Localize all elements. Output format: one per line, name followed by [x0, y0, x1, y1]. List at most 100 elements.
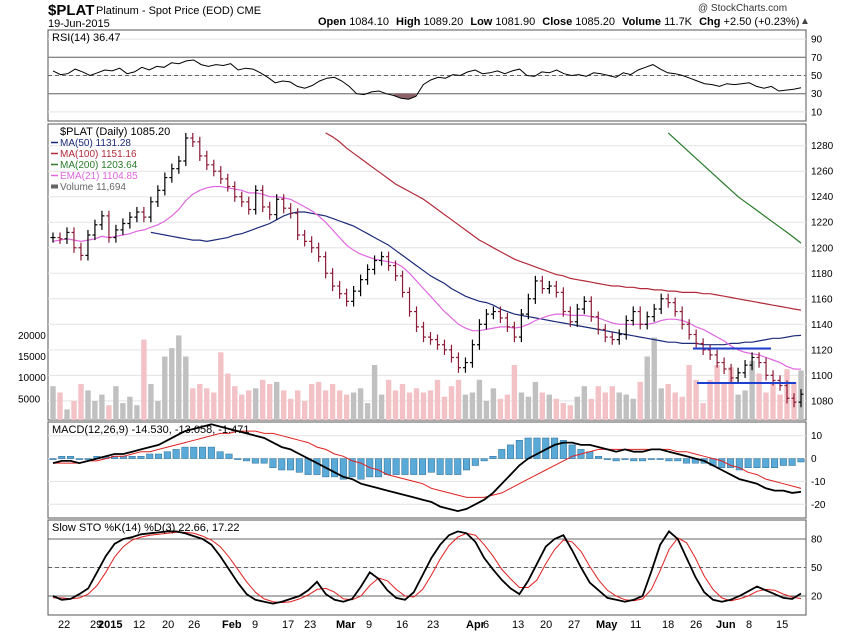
volume-bar [232, 386, 238, 420]
volume-bar [322, 390, 329, 420]
lower-date-label: 11 [630, 619, 641, 631]
price-axis-tick-label: 1260 [811, 167, 834, 178]
macd-histogram-bar [559, 440, 567, 459]
volume-bar [113, 386, 119, 420]
macd-histogram-bar [172, 449, 180, 459]
lower-date-label: 23 [304, 619, 316, 631]
macd-signal-line [53, 430, 802, 498]
macd-histogram-bar [603, 458, 611, 460]
volume-bar [476, 379, 483, 420]
price-axis-tick-label: 1180 [811, 269, 833, 280]
macd-line [52, 423, 802, 513]
macd-histogram-bar [410, 458, 418, 475]
volume-bar [672, 392, 678, 420]
volume-bar [106, 405, 112, 420]
lower-date-label: Feb [222, 619, 242, 631]
macd-histogram-bar [278, 458, 286, 471]
volume-bar [602, 392, 608, 420]
volume-bar [567, 405, 573, 420]
rsi-oversold-fill [393, 93, 416, 100]
macd-histogram-bar [383, 458, 391, 475]
macd-histogram-bar [630, 458, 638, 462]
macd-histogram-bar [190, 446, 198, 459]
lower-date-label: 16 [396, 619, 408, 631]
volume-bar [176, 335, 182, 420]
volume-bar [190, 388, 196, 420]
macd-histogram-bar [480, 458, 488, 462]
macd-histogram-bar [348, 458, 356, 478]
macd-histogram-bar [339, 458, 347, 480]
volume-bar [483, 401, 490, 420]
price-legend-item: $PLAT (Daily) 1085.20 [60, 126, 170, 138]
price-legend-item: MA(200) 1203.64 [60, 160, 138, 171]
ema21-line [52, 185, 802, 370]
price-axis-tick-label: 1100 [811, 371, 833, 382]
volume-bar [99, 394, 105, 420]
price-axis-tick-label: 1140 [811, 320, 833, 331]
lower-date-label: 2015 [98, 619, 122, 631]
macd-histogram-bar [639, 458, 647, 462]
lower-date-label: 12 [133, 619, 145, 631]
volume-bar [155, 401, 161, 420]
lower-date-label: 29 [90, 619, 102, 631]
volume-bar [777, 394, 783, 420]
volume-bar [525, 396, 532, 420]
high-value: 1089.20 [423, 16, 464, 28]
volume-bar [763, 392, 769, 420]
macd-histogram-bar [331, 458, 339, 478]
volume-bar [64, 409, 70, 420]
volume-bar [148, 384, 154, 420]
volume-bar [637, 381, 643, 420]
volume-bar [364, 403, 371, 420]
volume-bar [246, 390, 252, 420]
lower-date-label: May [596, 619, 618, 631]
volume-bar [434, 379, 441, 420]
volume-bar [462, 394, 469, 420]
rsi-axis-tick-label: 70 [811, 53, 823, 64]
rsi-legend: RSI(14) 36.47 [52, 32, 120, 44]
volume-bar [742, 390, 748, 420]
lower-date-label: 6 [483, 619, 489, 631]
price-legend-item: MA(100) 1151.16 [60, 149, 137, 160]
volume-bar [770, 384, 776, 420]
volume-bar [441, 396, 448, 420]
volume-bar [693, 379, 699, 420]
volume-bar [630, 398, 636, 420]
volume-bar [281, 390, 287, 420]
macd-histogram-bar [779, 458, 787, 466]
instrument-title: Platinum [96, 5, 139, 17]
macd-histogram-bar [683, 458, 691, 464]
volume-bar [749, 360, 755, 420]
macd-histogram-bar [762, 458, 770, 468]
lower-date-label: 20 [162, 619, 174, 631]
lower-date-label: 8 [746, 619, 752, 631]
volume-bar [651, 337, 657, 420]
volume-bar [169, 348, 175, 420]
macd-histogram-bar [181, 446, 189, 459]
macd-histogram-bar [419, 458, 427, 475]
volume-bar [225, 373, 231, 420]
sto-k-line [52, 530, 802, 605]
macd-histogram-bar [551, 437, 559, 459]
volume-bar [616, 392, 622, 420]
volume-bar [197, 384, 203, 420]
volume-bar [71, 401, 77, 420]
macd-histogram-bar [463, 458, 471, 471]
volume-bar [609, 386, 615, 420]
volume-bar [385, 379, 392, 420]
rsi-axis-tick-label: 30 [811, 89, 823, 100]
macd-histogram-bar [295, 458, 303, 473]
macd-histogram-bar [612, 458, 620, 462]
macd-panel [47, 421, 807, 519]
volume-bar [574, 396, 580, 420]
ma200-line [667, 132, 802, 244]
volume-bar [721, 381, 727, 420]
volume-bar [127, 396, 133, 420]
lower-date-label: 17 [282, 619, 294, 631]
macd-histogram-bar [507, 444, 515, 459]
price-axis-tick-label: 1120 [811, 345, 833, 356]
volume-bar [134, 405, 140, 420]
macd-histogram-bar [375, 458, 383, 478]
macd-histogram-bar [163, 451, 171, 459]
